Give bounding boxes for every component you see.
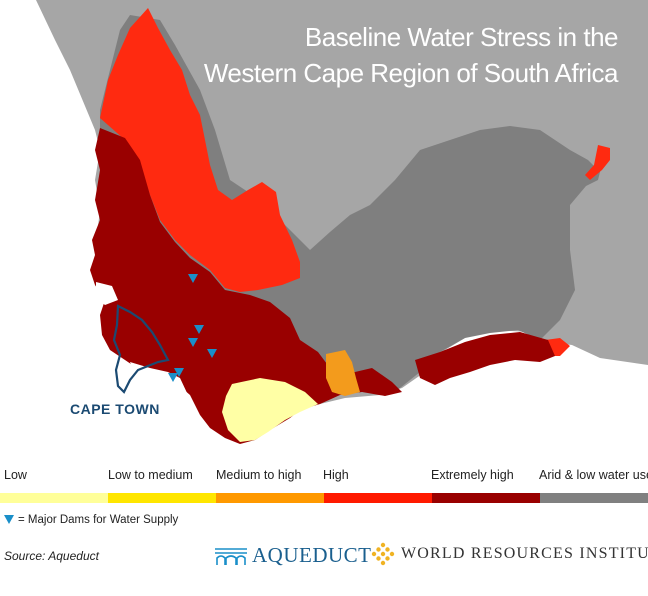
dam-marker bbox=[174, 368, 184, 377]
wri-diamond-icon bbox=[371, 542, 395, 566]
region-extremely-high-coast bbox=[415, 332, 555, 385]
aqueduct-logo-text: AQUEDUCT bbox=[252, 543, 372, 567]
dam-marker bbox=[168, 373, 178, 382]
map-title-line-2: Western Cape Region of South Africa bbox=[203, 58, 619, 88]
table-bay bbox=[96, 282, 118, 305]
legend-label-extremely-high: Extremely high bbox=[431, 468, 514, 482]
region-low bbox=[222, 378, 318, 442]
legend-swatch-low bbox=[0, 493, 108, 503]
legend-swatch-low-medium bbox=[108, 493, 216, 503]
legend-label-high: High bbox=[323, 468, 349, 482]
legend-label-arid: Arid & low water use bbox=[539, 468, 648, 482]
legend-label-medium-high: Medium to high bbox=[216, 468, 302, 482]
map-svg bbox=[36, 0, 648, 444]
legend-swatch-arid bbox=[540, 493, 648, 503]
wri-logo: WORLD RESOURCES INSTITUTE bbox=[371, 542, 648, 570]
dams-legend-text: = Major Dams for Water Supply bbox=[18, 513, 179, 526]
cape-town-outline bbox=[112, 304, 170, 394]
legend-swatch-medium-high bbox=[216, 493, 324, 503]
legend-swatch-high bbox=[324, 493, 432, 503]
legend: Low Low to medium Medium to high High Ex… bbox=[0, 468, 648, 508]
legend-label-low-medium: Low to medium bbox=[108, 468, 193, 482]
false-bay bbox=[130, 362, 188, 398]
aqueduct-arches-icon bbox=[215, 547, 247, 565]
legend-label-low: Low bbox=[4, 468, 27, 482]
dam-markers bbox=[168, 274, 217, 382]
dam-marker bbox=[207, 349, 217, 358]
region-medium-high bbox=[326, 350, 360, 396]
wri-logo-text: WORLD RESOURCES INSTITUTE bbox=[401, 545, 648, 562]
city-label: CAPE TOWN bbox=[70, 401, 160, 417]
region-high-east bbox=[585, 145, 610, 180]
dam-marker bbox=[194, 325, 204, 334]
aqueduct-logo: AQUEDUCT bbox=[214, 543, 372, 569]
dam-marker bbox=[188, 274, 198, 283]
dams-legend: = Major Dams for Water Supply bbox=[4, 511, 178, 527]
dam-marker bbox=[188, 338, 198, 347]
map-title-line-1: Baseline Water Stress in the bbox=[304, 22, 619, 52]
map: Baseline Water Stress in the Western Cap… bbox=[36, 0, 648, 444]
source-note: Source: Aqueduct bbox=[4, 549, 99, 563]
region-extremely-high bbox=[90, 128, 402, 444]
legend-swatch-extremely-high bbox=[432, 493, 540, 503]
dam-triangle-icon bbox=[4, 515, 14, 525]
region-high-north bbox=[100, 8, 300, 292]
